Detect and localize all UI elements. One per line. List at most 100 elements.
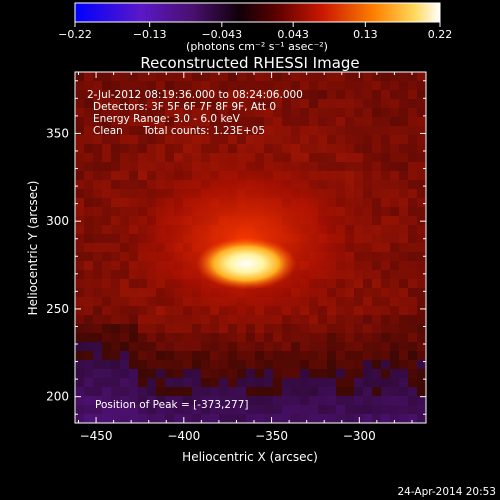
heatmap-cell: [210, 360, 219, 369]
heatmap-cell: [354, 144, 363, 153]
heatmap-cell: [345, 90, 354, 99]
heatmap-cell: [273, 369, 282, 378]
heatmap-cell: [201, 387, 210, 396]
heatmap-cell: [408, 288, 417, 297]
heatmap-cell: [381, 360, 390, 369]
heatmap-cell: [408, 108, 417, 117]
heatmap-cell: [273, 378, 282, 387]
heatmap-cell: [318, 351, 327, 360]
heatmap-cell: [381, 369, 390, 378]
y-axis-label: Heliocentric Y (arcsec): [26, 181, 40, 316]
heatmap-cell: [156, 135, 165, 144]
heatmap-cell: [345, 360, 354, 369]
heatmap-cell: [264, 405, 273, 414]
heatmap-cell: [273, 405, 282, 414]
heatmap-cell: [201, 99, 210, 108]
heatmap-cell: [273, 333, 282, 342]
heatmap-cell: [210, 414, 219, 423]
heatmap-cell: [345, 387, 354, 396]
heatmap-cell: [156, 405, 165, 414]
heatmap-cell: [201, 342, 210, 351]
heatmap-cell: [399, 342, 408, 351]
heatmap-cell: [318, 387, 327, 396]
heatmap-cell: [399, 306, 408, 315]
heatmap-cell: [183, 72, 192, 81]
heatmap-cell: [291, 126, 300, 135]
heatmap-cell: [111, 198, 120, 207]
heatmap-cell: [102, 315, 111, 324]
heatmap-cell: [111, 207, 120, 216]
heatmap-cell: [309, 396, 318, 405]
heatmap-cell: [408, 369, 417, 378]
heatmap-cell: [84, 117, 93, 126]
heatmap-cell: [291, 351, 300, 360]
heatmap-cell: [363, 414, 372, 423]
heatmap-cell: [84, 234, 93, 243]
heatmap-cell: [345, 342, 354, 351]
heatmap-cell: [147, 333, 156, 342]
annotation-energy-range: Energy Range: 3.0 - 6.0 keV: [93, 113, 241, 125]
heatmap-cell: [300, 360, 309, 369]
heatmap-cell: [165, 108, 174, 117]
heatmap-cell: [237, 405, 246, 414]
heatmap-cell: [372, 351, 381, 360]
heatmap-cell: [219, 108, 228, 117]
x-tick-label: −400: [167, 429, 200, 443]
heatmap-cell: [354, 324, 363, 333]
heatmap-cell: [417, 378, 426, 387]
heatmap-cell: [381, 81, 390, 90]
heatmap-cell: [327, 414, 336, 423]
heatmap-cell: [120, 378, 129, 387]
heatmap-cell: [408, 171, 417, 180]
heatmap-cell: [408, 243, 417, 252]
heatmap-cell: [354, 135, 363, 144]
heatmap-cell: [399, 225, 408, 234]
heatmap-cell: [417, 207, 426, 216]
heatmap-cell: [399, 279, 408, 288]
heatmap-cell: [300, 108, 309, 117]
heatmap-cell: [372, 342, 381, 351]
heatmap-cell: [120, 99, 129, 108]
heatmap-cell: [309, 99, 318, 108]
heatmap-cell: [102, 162, 111, 171]
heatmap-cell: [372, 333, 381, 342]
heatmap-cell: [93, 117, 102, 126]
heatmap-cell: [417, 180, 426, 189]
heatmap-cell: [417, 288, 426, 297]
heatmap-cell: [372, 324, 381, 333]
heatmap-cell: [399, 270, 408, 279]
heatmap-cell: [75, 378, 84, 387]
heatmap-cell: [120, 414, 129, 423]
heatmap-cell: [111, 270, 120, 279]
heatmap-cell: [381, 216, 390, 225]
heatmap-cell: [318, 81, 327, 90]
heatmap-cell: [84, 153, 93, 162]
heatmap-cell: [345, 297, 354, 306]
heatmap-cell: [381, 306, 390, 315]
heatmap-cell: [210, 396, 219, 405]
heatmap-cell: [336, 162, 345, 171]
heatmap-cell: [264, 126, 273, 135]
heatmap-cell: [75, 108, 84, 117]
heatmap-cell: [174, 108, 183, 117]
heatmap-cell: [84, 270, 93, 279]
heatmap-cell: [228, 351, 237, 360]
heatmap-cell: [381, 333, 390, 342]
heatmap-cell: [129, 333, 138, 342]
heatmap-cell: [381, 378, 390, 387]
heatmap-cell: [300, 342, 309, 351]
heatmap-cell: [120, 81, 129, 90]
heatmap-cell: [381, 72, 390, 81]
heatmap-cell: [345, 72, 354, 81]
heatmap-cell: [345, 333, 354, 342]
heatmap-cell: [390, 270, 399, 279]
heatmap-cell: [102, 216, 111, 225]
heatmap-cell: [156, 81, 165, 90]
heatmap-cell: [174, 117, 183, 126]
heatmap-cell: [120, 171, 129, 180]
heatmap-cell: [156, 351, 165, 360]
heatmap-cell: [255, 90, 264, 99]
heatmap-cell: [156, 387, 165, 396]
heatmap-cell: [111, 378, 120, 387]
heatmap-cell: [183, 360, 192, 369]
